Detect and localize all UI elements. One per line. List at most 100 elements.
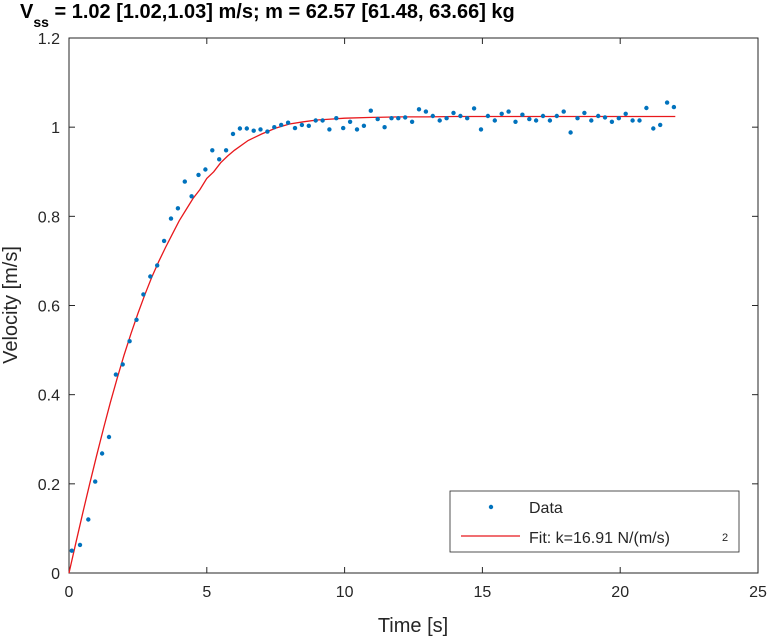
data-point xyxy=(644,105,649,111)
data-point xyxy=(210,148,215,153)
data-point xyxy=(513,119,518,125)
data-point xyxy=(492,118,497,123)
data-point xyxy=(616,116,621,121)
data-point xyxy=(189,194,194,199)
y-tick-label: 1 xyxy=(51,120,60,137)
data-point xyxy=(272,125,277,130)
data-point xyxy=(347,119,353,125)
data-point xyxy=(69,548,75,553)
data-point xyxy=(230,131,236,137)
y-tick-label: 0 xyxy=(51,566,60,583)
data-point xyxy=(582,110,587,116)
data-point xyxy=(540,113,546,119)
data-point xyxy=(327,127,332,132)
data-point xyxy=(168,216,174,221)
data-point xyxy=(217,157,222,162)
data-point xyxy=(237,126,243,131)
y-tick-label: 0.6 xyxy=(38,299,60,316)
legend: Data Fit: k=16.91 N/(m/s) 2 xyxy=(449,490,740,553)
data-point xyxy=(86,517,91,522)
data-point xyxy=(77,542,83,548)
data-point xyxy=(313,118,318,123)
x-tick-label: 0 xyxy=(65,584,74,601)
data-point xyxy=(175,206,181,211)
data-point xyxy=(148,274,153,279)
x-tick-label: 20 xyxy=(611,584,629,601)
fit-curve xyxy=(68,115,676,574)
data-point xyxy=(251,128,256,133)
y-tick-label: 0.4 xyxy=(38,388,60,405)
data-point xyxy=(382,125,387,130)
data-point xyxy=(106,434,112,440)
y-tick-label: 1.2 xyxy=(38,31,60,48)
data-point xyxy=(361,123,367,128)
data-point xyxy=(341,125,346,131)
data-point xyxy=(265,129,270,134)
data-point xyxy=(93,479,98,484)
data-point xyxy=(451,110,456,116)
data-points xyxy=(69,100,677,553)
data-point xyxy=(120,362,125,367)
chart-title-rest: = 1.02 [1.02,1.03] m/s; m = 62.57 [61.48… xyxy=(49,1,515,23)
legend-data-marker xyxy=(488,504,494,510)
data-point xyxy=(499,111,504,117)
data-point xyxy=(285,120,291,125)
legend-data-label: Data xyxy=(529,500,563,517)
data-point xyxy=(485,113,491,119)
data-point xyxy=(155,263,160,268)
x-tick-label: 15 xyxy=(474,584,492,601)
data-point xyxy=(561,109,566,114)
data-point xyxy=(602,115,608,120)
data-point xyxy=(430,113,435,119)
legend-fit-superscript: 2 xyxy=(722,532,728,544)
data-point xyxy=(127,339,132,344)
data-point xyxy=(244,126,249,131)
legend-box xyxy=(449,490,740,553)
x-axis: 0 5 10 15 20 25 xyxy=(65,38,767,601)
y-axis: 0 0.2 0.4 0.6 0.8 1 1.2 xyxy=(38,31,758,583)
data-point xyxy=(547,118,553,123)
data-point xyxy=(465,116,470,121)
y-axis-label: Velocity [m/s] xyxy=(0,246,22,364)
data-point xyxy=(589,118,594,123)
data-point xyxy=(292,125,298,131)
data-point xyxy=(554,113,559,119)
data-point xyxy=(520,112,525,117)
data-point xyxy=(396,116,401,121)
data-point xyxy=(596,113,601,119)
data-point xyxy=(623,111,628,117)
data-point xyxy=(99,451,105,456)
data-point xyxy=(299,122,305,128)
data-point xyxy=(437,118,442,123)
data-point xyxy=(664,100,670,105)
data-point xyxy=(444,116,449,121)
data-point xyxy=(478,127,484,132)
data-point xyxy=(568,130,573,135)
data-point xyxy=(575,116,580,121)
x-tick-label: 25 xyxy=(749,584,767,601)
data-point xyxy=(609,119,615,125)
chart-title: Vss = 1.02 [1.02,1.03] m/s; m = 62.57 [6… xyxy=(20,1,515,30)
data-point xyxy=(651,126,656,131)
chart-title-subscript: ss xyxy=(33,14,49,30)
legend-fit-label: Fit: k=16.91 N/(m/s) xyxy=(529,530,670,547)
data-point xyxy=(671,104,677,110)
y-tick-label: 0.8 xyxy=(38,209,60,226)
data-point xyxy=(134,317,139,322)
data-point xyxy=(320,118,325,123)
data-point xyxy=(258,127,263,132)
data-point xyxy=(423,109,429,114)
data-point xyxy=(113,372,119,377)
x-axis-label: Time [s] xyxy=(378,615,448,637)
data-point xyxy=(527,116,532,122)
data-point xyxy=(471,106,477,111)
data-point xyxy=(506,109,511,114)
data-point xyxy=(637,118,642,123)
data-point xyxy=(368,108,373,113)
data-point xyxy=(416,107,422,112)
data-point xyxy=(375,116,380,122)
data-point xyxy=(223,148,229,153)
data-point xyxy=(141,292,146,297)
x-tick-label: 5 xyxy=(202,584,211,601)
